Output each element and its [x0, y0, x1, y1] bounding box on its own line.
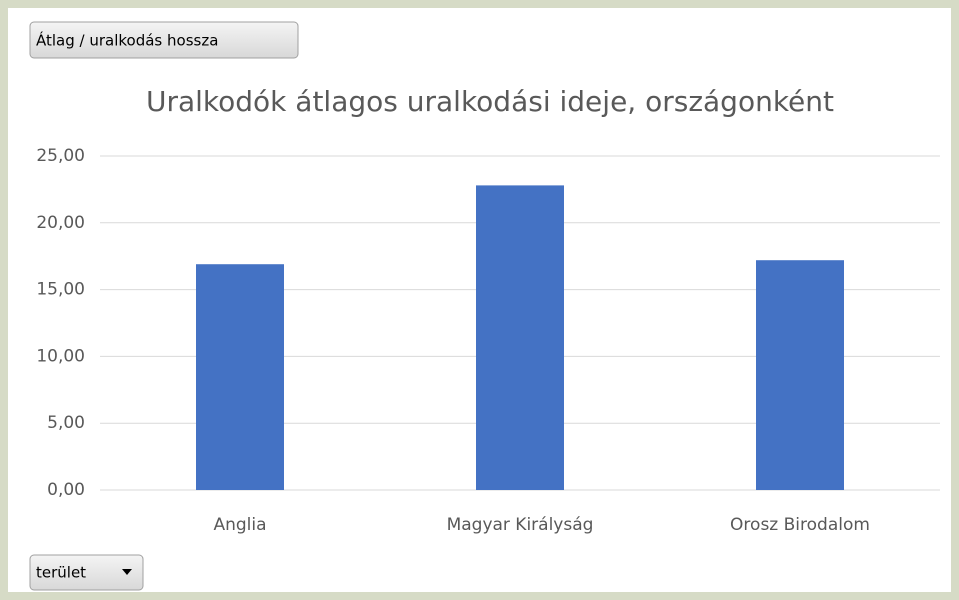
dropdown-arrow	[122, 569, 132, 575]
button-box	[29, 21, 299, 59]
y-tick-label: 0,00	[47, 480, 85, 500]
button-label: Átlag / uralkodás hossza	[36, 31, 218, 50]
x-tick-label: Anglia	[213, 515, 266, 535]
y-tick-label: 15,00	[36, 280, 85, 300]
bar	[476, 185, 564, 490]
x-tick-label: Magyar Királyság	[447, 515, 594, 535]
button-box	[29, 554, 144, 591]
chart-title: Uralkodók átlagos uralkodási ideje, orsz…	[146, 85, 834, 118]
y-tick-label: 25,00	[36, 146, 85, 166]
y-tick-label: 5,00	[47, 413, 85, 433]
y-tick-label: 20,00	[36, 213, 85, 233]
button-label: terület	[36, 564, 86, 582]
x-tick-label: Orosz Birodalom	[730, 515, 870, 535]
y-tick-label: 10,00	[36, 346, 85, 366]
value-field-button[interactable]: Átlag / uralkodás hossza	[29, 21, 299, 59]
bar	[196, 264, 284, 490]
axis-field-button[interactable]: terület	[29, 554, 144, 591]
bar	[756, 260, 844, 490]
